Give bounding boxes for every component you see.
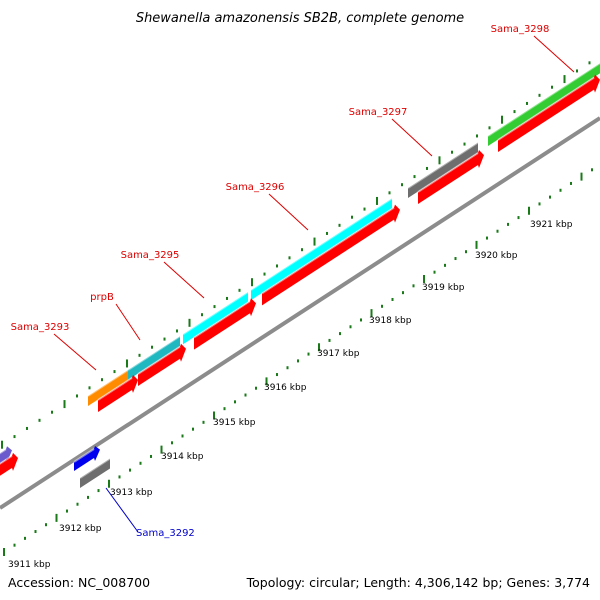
leader-line: [533, 35, 575, 73]
cds-arrow-highlight: [0, 455, 13, 465]
cds-arrow: [262, 204, 400, 306]
cds-arrow-highlight: [193, 300, 251, 339]
cds-arrow-highlight: [261, 206, 395, 295]
gray-feature: [80, 458, 110, 488]
cds-arrow-highlight: [137, 345, 181, 375]
ruler-label: 3918 kbp: [369, 316, 412, 326]
cyan-feature-highlight: [182, 291, 249, 336]
leader-line: [268, 193, 309, 231]
ruler-label: 3916 kbp: [264, 383, 307, 393]
gray-feature-highlight: [407, 141, 479, 189]
cds-arrow: [98, 374, 138, 412]
genome-summary: Topology: circular; Length: 4,306,142 bp…: [246, 575, 590, 590]
ruler-label: 3920 kbp: [475, 251, 518, 261]
ruler-label: 3914 kbp: [161, 452, 204, 462]
ruler-label: 3913 kbp: [110, 488, 153, 498]
green-feature-highlight: [487, 62, 600, 137]
ruler-label: 3921 kbp: [530, 220, 573, 230]
ruler-label: 3919 kbp: [422, 283, 465, 293]
leader-line: [391, 118, 433, 157]
leader-line: [105, 487, 139, 533]
cds-arrow-highlight: [97, 377, 133, 401]
gene-label: Sama_3293: [11, 322, 70, 333]
gene-label: Sama_3298: [491, 24, 550, 35]
gray-feature: [408, 142, 478, 198]
accession-label: Accession: NC_008700: [8, 575, 150, 590]
outer-tick-marks: [1, 61, 591, 449]
orange-feature: [88, 368, 130, 406]
blue-feature-highlight: [73, 448, 95, 463]
cds-arrow: [498, 74, 600, 152]
gray-feature-highlight: [79, 457, 111, 479]
ruler-label: 3915 kbp: [213, 418, 256, 428]
cds-arrow: [194, 298, 256, 350]
label-leader-lines: [53, 35, 575, 533]
map-title: Shewanella amazonensis SB2B, complete ge…: [136, 11, 464, 26]
ruler-label: 3917 kbp: [317, 349, 360, 359]
cds-arrow: [138, 343, 186, 386]
gene-label: Sama_3292: [136, 528, 195, 539]
cyan-feature: [183, 292, 248, 345]
leader-line: [115, 303, 141, 341]
genome-backbone: [0, 116, 600, 510]
teal-feature: [128, 336, 180, 380]
cds-arrow: [418, 150, 484, 204]
cds-arrow-highlight: [497, 76, 595, 141]
gene-label: Sama_3297: [349, 107, 408, 118]
ruler-tick-marks: [3, 168, 593, 556]
ruler-label: 3911 kbp: [8, 560, 51, 570]
orange-feature-highlight: [87, 367, 131, 397]
green-feature: [488, 63, 600, 147]
cds-arrow: [0, 452, 18, 476]
purple-feature-highlight: [0, 448, 7, 455]
blue-feature: [74, 446, 100, 471]
purple-feature: [0, 446, 12, 464]
leader-line: [53, 333, 97, 371]
ruler-label: 3912 kbp: [59, 524, 102, 534]
teal-feature-highlight: [127, 335, 181, 371]
leader-line: [163, 261, 205, 299]
cyan-feature: [251, 198, 392, 301]
gene-labels: Sama_3292 Sama_3293 prpB Sama_3295 Sama_3296…: [11, 24, 550, 539]
cds-arrow-highlight: [417, 152, 479, 193]
gene-label: prpB: [90, 292, 114, 303]
gene-label: Sama_3295: [121, 250, 180, 261]
gene-features: [0, 62, 600, 488]
gene-label: Sama_3296: [226, 182, 285, 193]
ruler-labels: 3911 kbp 3912 kbp 3913 kbp 3914 kbp 3915 kbp…: [8, 220, 573, 570]
cyan-feature-highlight: [250, 197, 393, 291]
